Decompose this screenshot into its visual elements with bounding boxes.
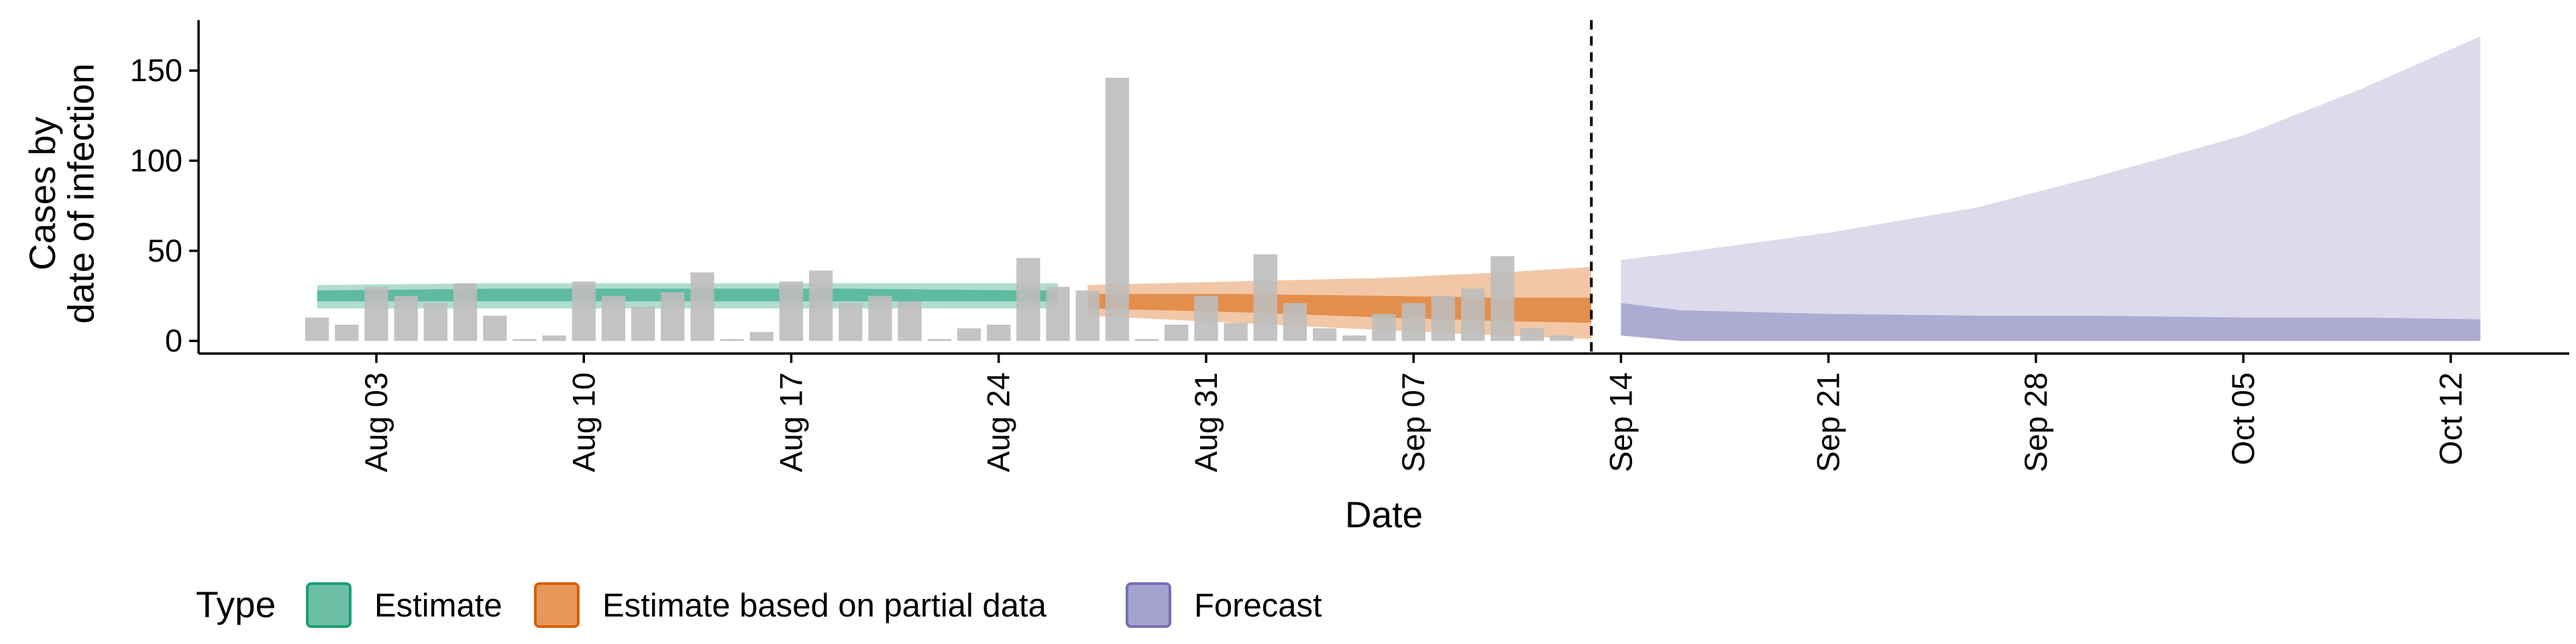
case-bar (1046, 286, 1070, 341)
case-bar (1165, 325, 1189, 341)
case-bar (1520, 328, 1544, 341)
case-bar (335, 325, 359, 341)
case-bar (898, 301, 922, 341)
case-bar (1491, 256, 1515, 341)
y-tick-label: 150 (130, 52, 182, 88)
legend-key-forecast (1126, 582, 1171, 628)
y-tick-label: 50 (148, 233, 182, 268)
x-tick-label: Sep 14 (1603, 372, 1638, 472)
case-bar (1550, 335, 1574, 341)
axes: 0 50 100 150 Aug 03 Aug 10 Aug 17 Aug 24 Aug 31 S… (130, 20, 2569, 472)
legend: Type Estimate Estimate based on partial da… (196, 582, 1322, 628)
band-inner-forecast (1621, 303, 2481, 341)
case-bar (720, 339, 744, 341)
ribbon-layer (317, 36, 2481, 341)
case-bar (601, 296, 626, 341)
bar-layer (305, 78, 1574, 341)
y-tick-label: 100 (130, 143, 182, 178)
case-bar (1460, 288, 1485, 341)
y-axis-title: Cases bydate of infection (21, 63, 102, 323)
case-bar (1401, 303, 1426, 341)
x-axis-title: Date (1345, 494, 1423, 535)
case-bar (927, 339, 951, 341)
case-bar (957, 328, 981, 341)
case-bar (868, 296, 892, 341)
case-bar (1283, 303, 1307, 341)
case-bar (1342, 335, 1366, 341)
x-tick-label: Aug 31 (1188, 372, 1224, 472)
x-tick-label: Aug 10 (566, 372, 601, 472)
case-bar (1224, 323, 1248, 341)
case-bar (364, 286, 388, 341)
band-outer-forecast (1621, 36, 2481, 341)
x-tick-label: Aug 03 (358, 372, 394, 472)
case-bar (987, 325, 1011, 341)
x-tick-label: Sep 07 (1395, 372, 1431, 472)
x-tick-label: Oct 05 (2225, 372, 2261, 465)
y-axis-title-line: Cases by (21, 116, 63, 270)
case-bar (809, 270, 833, 341)
case-bar (661, 292, 685, 341)
case-bar (1253, 254, 1277, 341)
legend-key-estimate-based-on-partial-data (534, 582, 580, 628)
case-bar (1016, 258, 1040, 341)
case-bar (305, 317, 329, 341)
case-bar (1134, 339, 1159, 341)
case-bar (1313, 328, 1337, 341)
case-bar (1431, 296, 1455, 341)
case-bar (483, 315, 507, 341)
legend-label-estimate: Estimate (374, 588, 502, 624)
legend-key-estimate (306, 582, 352, 628)
case-bar (631, 307, 655, 341)
case-bar (1105, 78, 1130, 341)
case-bar (779, 281, 804, 341)
x-tick-label: Sep 28 (2018, 372, 2053, 472)
y-tick-label: 0 (165, 323, 182, 358)
band-inner-estimate (317, 288, 1059, 302)
case-bar (690, 272, 714, 341)
legend-title: Type (196, 584, 276, 625)
y-axis-title-line: date of infection (60, 63, 102, 323)
legend-label-estimate-based-on-partial-data: Estimate based on partial data (602, 588, 1047, 624)
case-bar (542, 335, 566, 341)
case-bar (572, 281, 596, 341)
case-bar (1075, 290, 1099, 341)
case-bar (423, 303, 447, 341)
legend-label-forecast: Forecast (1194, 588, 1322, 624)
case-bar (1194, 296, 1218, 341)
case-bar (749, 331, 773, 341)
case-bar (394, 296, 418, 341)
x-tick-label: Oct 12 (2432, 372, 2468, 465)
case-bar (1372, 313, 1396, 341)
x-tick-label: Aug 17 (773, 372, 809, 472)
x-tick-label: Aug 24 (981, 372, 1016, 472)
case-bar (453, 283, 478, 341)
case-bar (839, 303, 863, 341)
x-tick-label: Sep 21 (1811, 372, 1846, 472)
case-bar (513, 339, 537, 341)
